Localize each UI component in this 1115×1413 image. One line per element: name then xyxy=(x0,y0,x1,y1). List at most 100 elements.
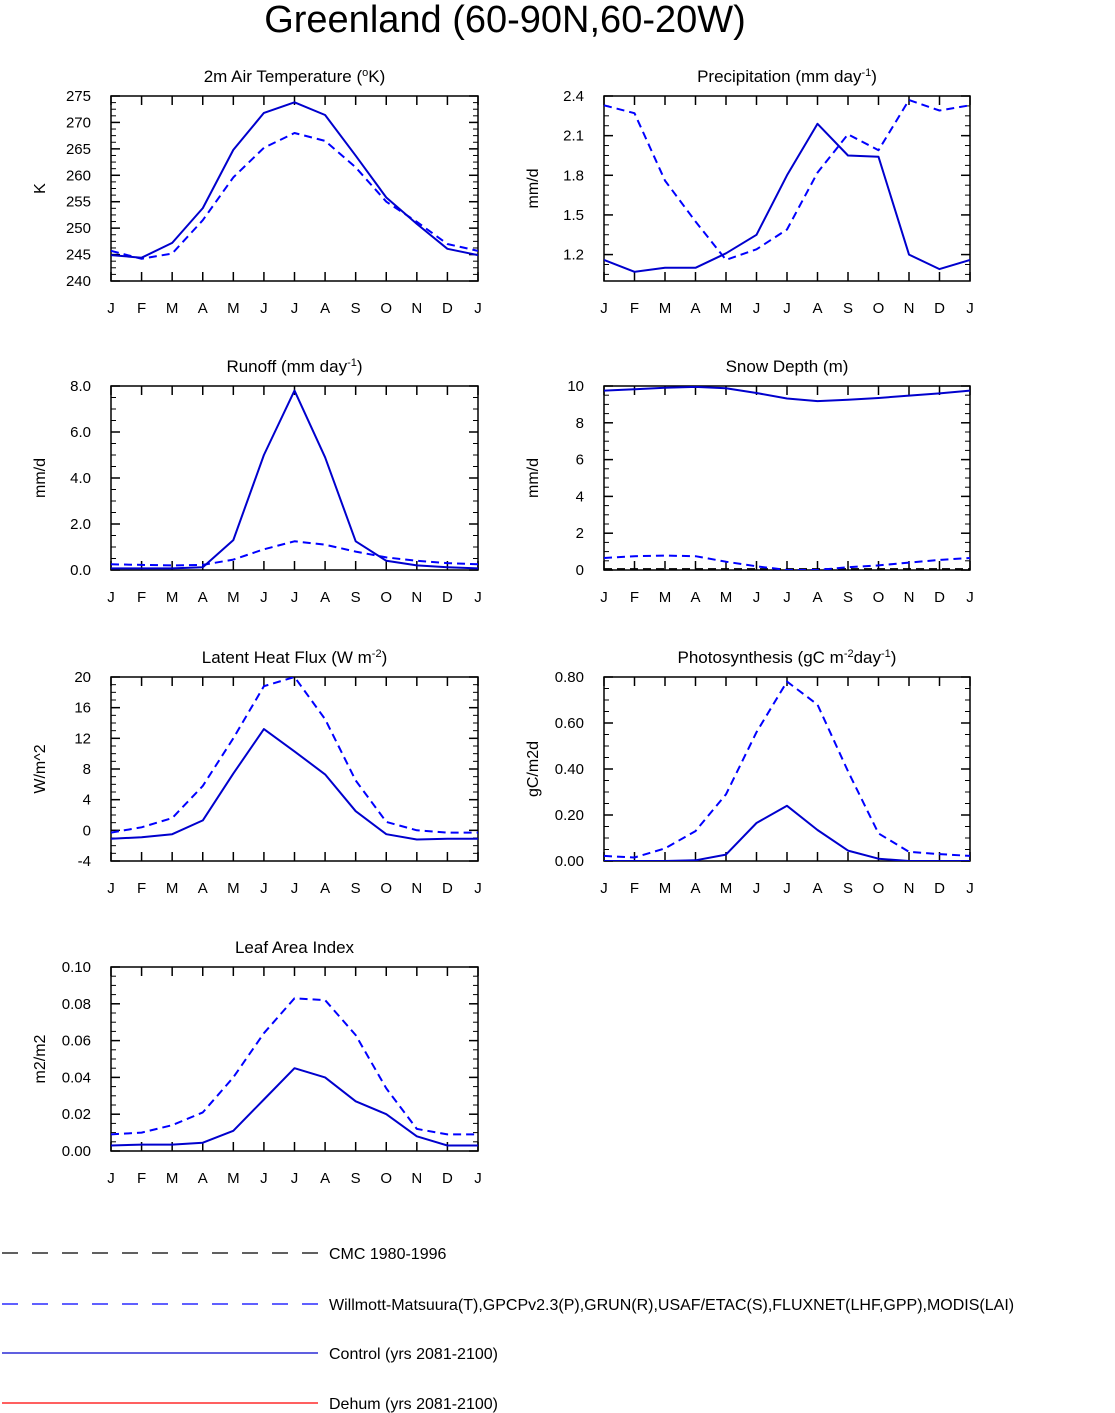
panel-title: 2m Air Temperature (oK) xyxy=(204,67,386,86)
series-line-control xyxy=(604,122,970,273)
panel-precipitation: J F M A M J J A S O N D J 1.2 1.5 1.8 2.1 2.4 Precipitatio… xyxy=(525,67,974,317)
x-tick-label: M xyxy=(659,589,672,606)
x-tick-label: J xyxy=(474,880,482,897)
y-tick-label: 0.02 xyxy=(62,1106,91,1123)
y-tick-label: 270 xyxy=(66,114,91,131)
x-tick-label: F xyxy=(137,1170,146,1187)
legend-label: Willmott-Matsuura(T),GPCPv2.3(P),GRUN(R)… xyxy=(329,1297,1014,1314)
x-tick-label: J xyxy=(474,1170,482,1187)
x-tick-label: J xyxy=(107,300,115,317)
x-tick-label: J xyxy=(600,589,608,606)
y-tick-label: 0.08 xyxy=(62,996,91,1013)
x-tick-label: S xyxy=(351,300,361,317)
x-tick-label: J xyxy=(753,589,761,606)
x-tick-label: F xyxy=(630,300,639,317)
y-axis-label: mm/d xyxy=(525,458,542,498)
y-tick-label: 260 xyxy=(66,167,91,184)
x-tick-label: J xyxy=(107,880,115,897)
y-tick-label: 0.10 xyxy=(62,959,91,976)
x-tick-label: J xyxy=(600,300,608,317)
y-tick-label: 6 xyxy=(576,452,584,469)
y-tick-label: 0.00 xyxy=(555,853,584,870)
x-tick-label: M xyxy=(720,300,733,317)
legend-label: Control (yrs 2081-2100) xyxy=(329,1346,498,1363)
x-tick-label: M xyxy=(227,880,240,897)
y-tick-label: 4 xyxy=(576,488,584,505)
x-tick-label: F xyxy=(137,300,146,317)
y-tick-label: 250 xyxy=(66,220,91,237)
panel-title: Leaf Area Index xyxy=(235,938,355,957)
x-tick-label: M xyxy=(659,880,672,897)
x-tick-label: O xyxy=(380,589,392,606)
x-tick-label: M xyxy=(166,300,179,317)
y-axis-label: mm/d xyxy=(32,458,49,498)
x-tick-label: A xyxy=(812,300,822,317)
y-axis-label: W/m^2 xyxy=(32,744,49,793)
x-tick-label: M xyxy=(227,1170,240,1187)
plot-frame xyxy=(603,95,971,282)
y-tick-label: 0.04 xyxy=(62,1069,91,1086)
x-tick-label: J xyxy=(753,300,761,317)
x-tick-label: M xyxy=(166,1170,179,1187)
x-tick-label: A xyxy=(198,1170,208,1187)
y-tick-label: 0.0 xyxy=(70,562,91,579)
x-tick-label: J xyxy=(291,589,299,606)
plot-frame xyxy=(110,385,479,571)
x-tick-label: S xyxy=(843,880,853,897)
y-axis-label: gC/m2d xyxy=(525,741,542,797)
x-tick-label: A xyxy=(198,300,208,317)
series-line-control xyxy=(111,728,478,841)
x-tick-label: A xyxy=(320,880,330,897)
x-tick-label: N xyxy=(411,880,422,897)
x-tick-label: O xyxy=(380,880,392,897)
x-tick-label: O xyxy=(380,1170,392,1187)
y-tick-label: 2.1 xyxy=(563,128,584,145)
plot-frame xyxy=(110,966,479,1152)
x-tick-label: F xyxy=(630,589,639,606)
y-tick-label: 2.0 xyxy=(70,516,91,533)
x-tick-label: J xyxy=(107,589,115,606)
series-line-control xyxy=(111,1067,478,1147)
x-tick-label: N xyxy=(904,589,915,606)
x-tick-label: J xyxy=(260,300,268,317)
panel-title: Latent Heat Flux (W m-2) xyxy=(202,648,388,667)
y-tick-label: 8.0 xyxy=(70,378,91,395)
legend-label: CMC 1980-1996 xyxy=(329,1246,447,1263)
plot-frame xyxy=(603,385,971,571)
panel-title: Photosynthesis (gC m-2day-1) xyxy=(678,648,897,667)
x-tick-label: J xyxy=(474,300,482,317)
x-tick-label: J xyxy=(600,880,608,897)
panel-runoff: J F M A M J J A S O N D J 0.0 2.0 4.0 6.0 8.0 Runoff (mm d… xyxy=(32,357,482,606)
x-tick-label: S xyxy=(843,589,853,606)
x-tick-label: D xyxy=(934,589,945,606)
x-tick-label: J xyxy=(783,589,791,606)
x-tick-label: J xyxy=(783,300,791,317)
x-tick-label: J xyxy=(966,300,974,317)
x-tick-label: F xyxy=(137,880,146,897)
series-line-obs xyxy=(604,99,970,261)
x-tick-label: S xyxy=(351,880,361,897)
x-tick-label: F xyxy=(630,880,639,897)
x-tick-label: A xyxy=(198,589,208,606)
x-tick-label: J xyxy=(291,300,299,317)
series-line-obs xyxy=(111,997,478,1136)
x-tick-label: M xyxy=(720,589,733,606)
x-tick-label: A xyxy=(320,589,330,606)
plot-frame xyxy=(603,676,971,862)
x-tick-label: S xyxy=(351,589,361,606)
x-tick-label: O xyxy=(873,589,885,606)
x-tick-label: N xyxy=(411,300,422,317)
x-tick-label: N xyxy=(904,300,915,317)
x-tick-label: M xyxy=(227,589,240,606)
y-tick-label: 16 xyxy=(74,700,91,717)
x-tick-label: N xyxy=(411,589,422,606)
panel-leaf-area-index: J F M A M J J A S O N D J 0.00 0.02 0.04 0.06 0.08 0.10 Lea… xyxy=(32,938,482,1187)
series-line-control xyxy=(111,389,478,570)
x-tick-label: J xyxy=(291,1170,299,1187)
y-tick-label: 0.20 xyxy=(555,807,584,824)
x-tick-label: J xyxy=(260,589,268,606)
x-tick-label: F xyxy=(137,589,146,606)
y-axis-label: m2/m2 xyxy=(32,1034,49,1083)
series-line-control xyxy=(604,386,970,403)
